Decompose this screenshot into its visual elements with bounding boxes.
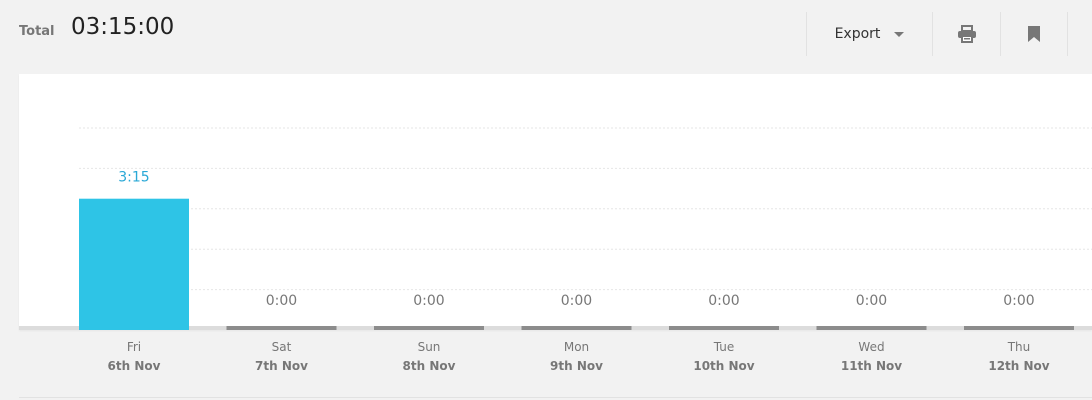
print-button[interactable] — [932, 12, 1000, 56]
x-tick-date: 6th Nov — [108, 359, 161, 373]
x-tick-day: Wed — [858, 340, 884, 354]
bar-mon[interactable] — [521, 326, 632, 330]
x-tick-date: 12th Nov — [988, 359, 1049, 373]
export-label: Export — [834, 26, 881, 42]
bar-value-label: 3:15 — [118, 170, 149, 186]
bar-fri[interactable] — [79, 198, 189, 330]
summary-header: Total 03:15:00 Export — [0, 0, 1092, 58]
bar-sat[interactable] — [226, 326, 337, 330]
bar-value-label: 0:00 — [856, 293, 887, 309]
printer-icon — [957, 25, 976, 43]
x-tick-date: 9th Nov — [550, 359, 603, 373]
bar-value-label: 0:00 — [266, 293, 297, 309]
chart-panel — [19, 74, 1092, 330]
x-tick-date: 8th Nov — [403, 359, 456, 373]
bar-sun[interactable] — [374, 326, 484, 330]
export-dropdown-button[interactable]: Export — [806, 12, 932, 56]
x-tick-day: Fri — [127, 340, 141, 354]
x-tick-date: 10th Nov — [693, 359, 754, 373]
chevron-down-icon — [894, 31, 905, 37]
bar-thu[interactable] — [964, 326, 1074, 330]
total-label: Total — [19, 24, 55, 39]
x-tick-day: Sat — [272, 340, 292, 354]
bar-value-label: 0:00 — [708, 293, 739, 309]
footer-divider — [19, 397, 1092, 398]
bar-value-label: 0:00 — [413, 293, 444, 309]
x-tick-day: Thu — [1007, 340, 1031, 354]
x-tick-day: Sun — [418, 340, 441, 354]
x-tick-day: Tue — [713, 340, 735, 354]
report-toolbar: Export — [806, 12, 1068, 56]
total-time-value: 03:15:00 — [71, 14, 175, 40]
bar-value-label: 0:00 — [561, 293, 592, 309]
x-tick-date: 7th Nov — [255, 359, 308, 373]
bar-value-label: 0:00 — [1003, 293, 1034, 309]
bookmark-icon — [1028, 26, 1040, 42]
bar-wed[interactable] — [816, 326, 927, 330]
x-tick-day: Mon — [564, 340, 589, 354]
bar-tue[interactable] — [669, 326, 779, 330]
x-tick-date: 11th Nov — [841, 359, 902, 373]
bookmark-button[interactable] — [1000, 12, 1068, 56]
